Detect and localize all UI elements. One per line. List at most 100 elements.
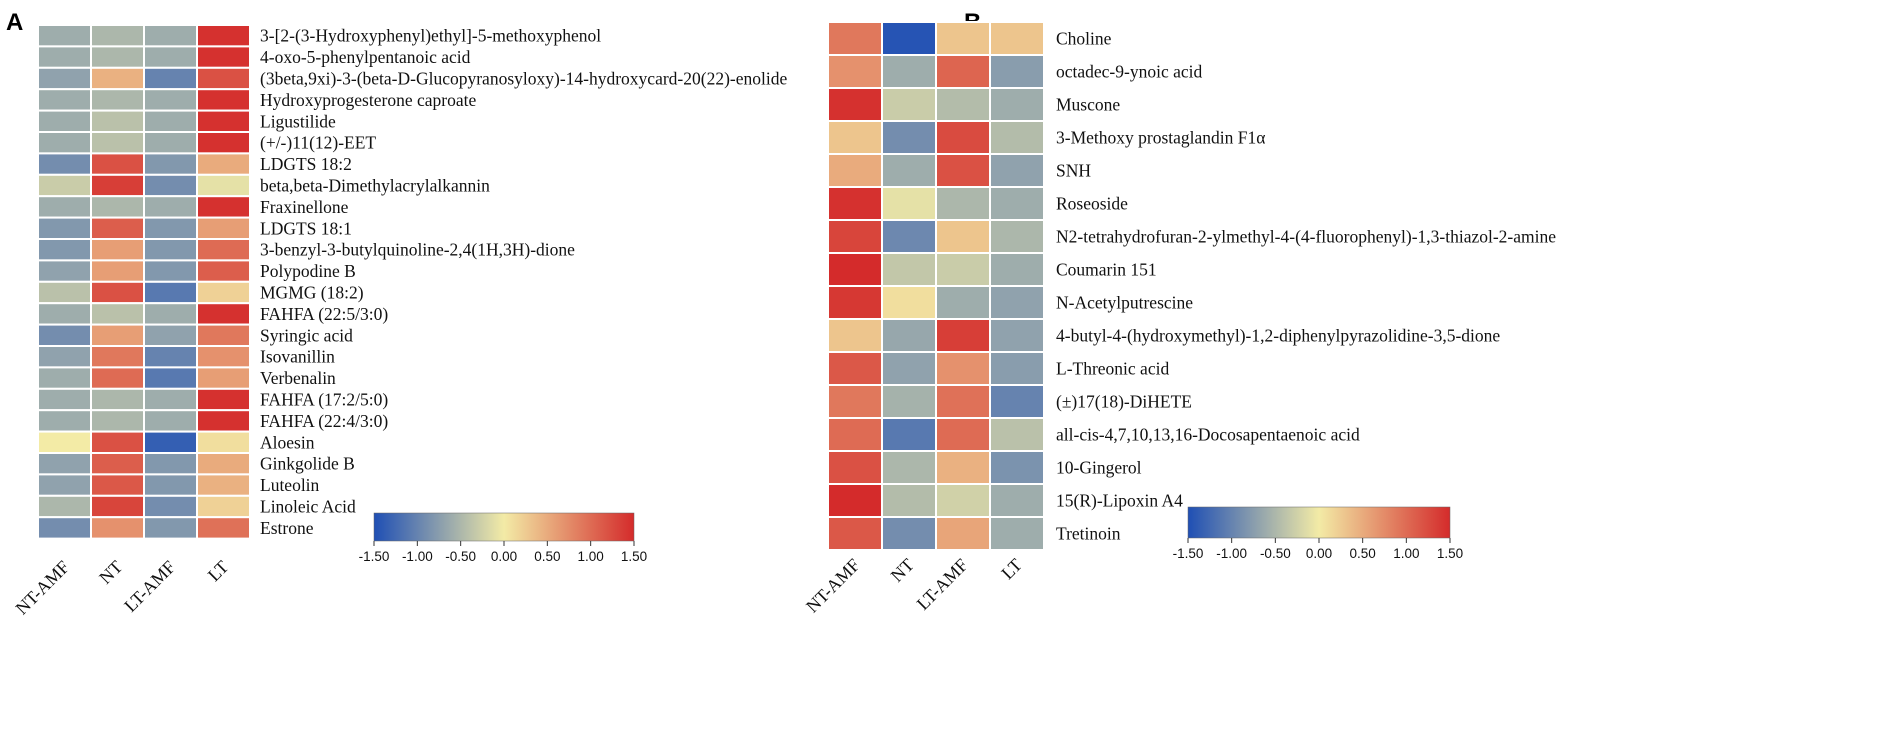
colorbar-tick-label: -1.50: [1173, 546, 1204, 561]
colorbar-tick-label: -1.00: [1216, 546, 1247, 561]
heatmap-cell: [90, 302, 145, 326]
heatmap-cell: [90, 387, 145, 412]
row-label: Choline: [1056, 29, 1112, 49]
heatmap-cell: [143, 409, 198, 433]
column-label: NT: [887, 555, 918, 586]
colorbar-tick-label: -0.50: [445, 549, 476, 564]
heatmap-cell: [90, 88, 145, 112]
column-label: NT: [95, 557, 126, 588]
heatmap-cell: [827, 21, 883, 56]
heatmap-cell: [881, 186, 937, 221]
row-label: Ligustilide: [260, 111, 336, 131]
heatmap-cell: [143, 195, 198, 219]
heatmap-cell: [989, 252, 1045, 287]
colorbar: [373, 512, 635, 542]
heatmap-cell: [989, 450, 1045, 485]
heatmap-cell: [37, 216, 92, 241]
heatmap-cell: [827, 483, 883, 518]
heatmap-cell: [37, 152, 92, 176]
heatmap-cell: [90, 173, 145, 198]
row-label: 4-oxo-5-phenylpentanoic acid: [260, 47, 471, 67]
heatmap-cell: [143, 216, 198, 241]
heatmap-cell: [827, 450, 883, 485]
heatmap-cell: [143, 387, 198, 412]
heatmap-cell: [935, 21, 991, 56]
row-label: LDGTS 18:1: [260, 218, 352, 238]
heatmap-cell: [881, 54, 937, 89]
heatmap-cell: [143, 430, 198, 455]
heatmap-cell: [90, 24, 145, 48]
heatmap-cell: [881, 351, 937, 386]
row-label: Estrone: [260, 518, 314, 538]
heatmap-cell: [881, 516, 937, 551]
heatmap-cell: [37, 24, 92, 48]
heatmap-cell: [143, 66, 198, 91]
row-label: 3-Methoxy prostaglandin F1α: [1056, 128, 1265, 148]
heatmap-cell: [37, 409, 92, 433]
heatmap-cell: [37, 302, 92, 326]
heatmap-cell: [143, 302, 198, 326]
colorbar-tick-label: -0.50: [1260, 546, 1291, 561]
heatmap-cell: [196, 302, 251, 326]
heatmap-cell: [37, 516, 92, 540]
heatmap-cell: [37, 173, 92, 198]
heatmap-cell: [989, 384, 1045, 419]
heatmap-cell: [143, 473, 198, 497]
heatmap-cell: [989, 186, 1045, 221]
heatmap-cell: [196, 109, 251, 133]
heatmap-cell: [143, 24, 198, 48]
heatmap-cell: [90, 473, 145, 497]
heatmap-cell: [935, 186, 991, 221]
heatmap-cell: [196, 88, 251, 112]
heatmap-cell: [196, 195, 251, 219]
heatmap-cell: [90, 109, 145, 133]
heatmap-cell: [143, 452, 198, 476]
heatmap-cell: [143, 259, 198, 283]
heatmap-cell: [196, 45, 251, 69]
heatmap-cell: [881, 21, 937, 56]
heatmap-cell: [881, 384, 937, 419]
heatmap-cell: [196, 280, 251, 305]
heatmap-cell: [90, 152, 145, 176]
heatmap-cell: [989, 87, 1045, 122]
heatmap-cell: [196, 152, 251, 176]
row-label: FAHFA (22:4/3:0): [260, 411, 388, 431]
heatmap-cell: [37, 195, 92, 219]
colorbar-tick-label: 0.00: [1306, 546, 1332, 561]
row-label: Hydroxyprogesterone caproate: [260, 90, 476, 110]
heatmap-cell: [827, 516, 883, 551]
row-label: Verbenalin: [260, 368, 336, 388]
heatmap-cell: [196, 452, 251, 476]
heatmap-cell: [935, 219, 991, 254]
colorbar-tick-label: -1.50: [359, 549, 390, 564]
heatmap-cell: [935, 318, 991, 353]
heatmap-cell: [37, 238, 92, 262]
colorbar-tick-label: 1.50: [621, 549, 647, 564]
heatmap-cell: [90, 345, 145, 369]
heatmap-cell: [90, 45, 145, 69]
heatmap-cell: [37, 366, 92, 390]
row-label: 10-Gingerol: [1056, 458, 1142, 478]
row-label: (+/-)11(12)-EET: [260, 133, 376, 153]
row-label: octadec-9-ynoic acid: [1056, 62, 1202, 82]
heatmap-cell: [827, 87, 883, 122]
row-label: (±)17(18)-DiHETE: [1056, 392, 1192, 412]
heatmap-cell: [90, 195, 145, 219]
heatmap-cell: [827, 252, 883, 287]
heatmap-cell: [143, 238, 198, 262]
row-label: Aloesin: [260, 432, 315, 452]
heatmap-panel-a: 3-[2-(3-Hydroxyphenyl)ethyl]-5-methoxyph…: [12, 24, 787, 619]
heatmap-cell: [881, 252, 937, 287]
colorbar-tick-label: 0.50: [534, 549, 560, 564]
heatmap-cell: [989, 417, 1045, 452]
heatmap-cell: [143, 152, 198, 176]
heatmap-cell: [881, 120, 937, 155]
column-label: NT-AMF: [12, 557, 74, 619]
row-label: MGMG (18:2): [260, 283, 364, 303]
column-label: LT: [997, 555, 1026, 584]
heatmap-cell: [143, 366, 198, 390]
heatmap-cell: [196, 323, 251, 348]
heatmap-cell: [196, 430, 251, 455]
panel-label-a: A: [6, 9, 23, 36]
heatmap-cell: [37, 259, 92, 283]
